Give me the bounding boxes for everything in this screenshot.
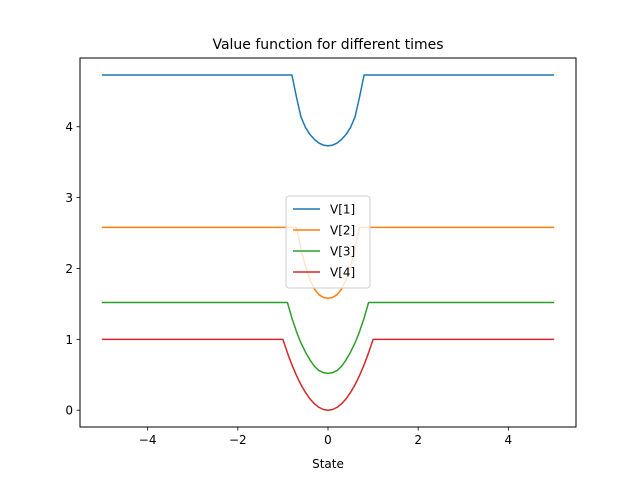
- legend-label-3: V[3]: [330, 245, 355, 259]
- x-tick-label: 2: [414, 433, 422, 447]
- x-tick-label: −4: [139, 433, 157, 447]
- y-tick-label: 0: [65, 404, 73, 418]
- y-tick-label: 1: [65, 333, 73, 347]
- legend: V[1] V[2] V[3] V[4]: [285, 195, 371, 289]
- legend-label-1: V[1]: [330, 203, 355, 217]
- chart-title: Value function for different times: [212, 37, 443, 53]
- series-line-4: [101, 338, 555, 411]
- legend-label-4: V[4]: [330, 266, 355, 280]
- series-line-3: [101, 301, 555, 375]
- y-tick-label: 2: [65, 262, 73, 276]
- y-axis: 0 1 2 3 4: [65, 120, 80, 418]
- x-tick-label: 4: [505, 433, 513, 447]
- x-tick-label: 0: [324, 433, 332, 447]
- x-axis-label: State: [312, 457, 344, 471]
- x-tick-label: −2: [229, 433, 247, 447]
- y-tick-label: 3: [65, 191, 73, 205]
- legend-box: [285, 195, 371, 289]
- series-line-1: [101, 74, 555, 147]
- y-tick-label: 4: [65, 120, 73, 134]
- legend-label-2: V[2]: [330, 224, 355, 238]
- x-axis: −4 −2 0 2 4: [139, 427, 512, 447]
